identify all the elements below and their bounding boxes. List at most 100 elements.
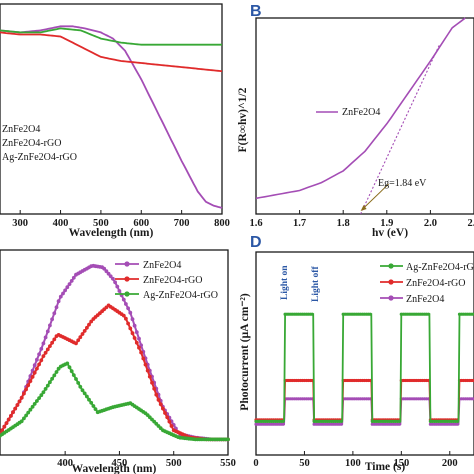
series-marker-Ag-ZnFe2O4-rGO bbox=[30, 404, 35, 409]
series-marker-Ag-ZnFe2O4-rGO bbox=[455, 419, 460, 423]
series-marker-ZnFe2O4-rGO bbox=[124, 316, 128, 321]
xtick-label: 600 bbox=[133, 218, 149, 229]
series-marker-ZnFe2O4-rGO bbox=[139, 350, 144, 355]
panel-d-xlabel: Time (s) bbox=[365, 461, 406, 473]
series-marker-ZnFe2O4 bbox=[339, 422, 343, 426]
series-marker-ZnFe2O4 bbox=[43, 335, 48, 340]
series-marker-ZnFe2O4-rGO bbox=[158, 402, 163, 407]
panel-d-ylabel: Photocurrent (μA cm⁻²) bbox=[239, 293, 251, 411]
series-marker-ZnFe2O4-rGO bbox=[45, 347, 50, 352]
series-marker-Ag-ZnFe2O4-rGO bbox=[226, 437, 230, 442]
series-marker-ZnFe2O4 bbox=[50, 317, 54, 322]
xtick-label: 400 bbox=[53, 218, 69, 229]
panel-b-frame bbox=[255, 17, 474, 215]
xtick-label: 500 bbox=[166, 458, 182, 469]
series-marker-Ag-ZnFe2O4-rGO bbox=[310, 312, 314, 316]
xtick-label: 400 bbox=[57, 458, 73, 469]
series-marker-ZnFe2O4-rGO bbox=[152, 386, 157, 391]
panel-c-legend: ZnFe2O4 ZnFe2O4-rGO Ag-ZnFe2O4-rGO bbox=[115, 260, 218, 301]
series-marker-ZnFe2O4-rGO bbox=[126, 321, 130, 326]
light-off-label: Light off bbox=[311, 266, 321, 302]
series-line-ZnFe2O4-rGO bbox=[0, 31, 223, 73]
legend-c-marker-2 bbox=[124, 291, 130, 297]
xtick-label: 150 bbox=[393, 458, 409, 469]
series-marker-Ag-ZnFe2O4-rGO bbox=[76, 381, 81, 385]
series-marker-ZnFe2O4-rGO bbox=[28, 379, 33, 383]
series-marker-Ag-ZnFe2O4-rGO bbox=[471, 312, 474, 316]
series-marker-ZnFe2O4 bbox=[65, 285, 70, 290]
series-marker-ZnFe2O4 bbox=[58, 294, 63, 299]
legend-a-item-0: ZnFe2O4 bbox=[2, 124, 40, 135]
series-marker-ZnFe2O4 bbox=[111, 276, 115, 281]
series-marker-ZnFe2O4 bbox=[121, 297, 126, 302]
panel-b-xlabel: hv (eV) bbox=[372, 227, 408, 239]
eg-arrow bbox=[362, 183, 389, 210]
series-marker-ZnFe2O4-rGO bbox=[156, 398, 161, 402]
series-marker-Ag-ZnFe2O4-rGO bbox=[52, 373, 57, 378]
series-marker-ZnFe2O4-rGO bbox=[76, 338, 81, 343]
series-marker-ZnFe2O4-rGO bbox=[163, 411, 167, 415]
series-marker-ZnFe2O4 bbox=[130, 317, 135, 322]
xtick-label: 2.1 bbox=[467, 218, 474, 229]
series-marker-Ag-ZnFe2O4-rGO bbox=[78, 384, 83, 389]
series-marker-ZnFe2O4-rGO bbox=[150, 380, 154, 385]
series-marker-Ag-ZnFe2O4-rGO bbox=[339, 419, 343, 423]
xtick-label: 800 bbox=[214, 218, 230, 229]
legend-d-marker-0 bbox=[388, 263, 394, 269]
series-marker-ZnFe2O4-rGO bbox=[43, 350, 48, 355]
panel-d-legend: Ag-ZnFe2O4-rGO ZnFe2O4-rGO ZnFe2O4 bbox=[380, 262, 474, 305]
series-marker-ZnFe2O4-rGO bbox=[50, 340, 54, 345]
series-marker-ZnFe2O4-rGO bbox=[48, 344, 52, 348]
xtick-label: 550 bbox=[220, 458, 236, 469]
xtick-label: 100 bbox=[345, 458, 361, 469]
series-marker-ZnFe2O4-rGO bbox=[37, 362, 41, 367]
series-marker-ZnFe2O4-rGO bbox=[9, 414, 13, 418]
series-marker-ZnFe2O4-rGO bbox=[89, 319, 94, 324]
series-marker-Ag-ZnFe2O4-rGO bbox=[74, 377, 78, 381]
series-marker-ZnFe2O4 bbox=[67, 282, 72, 286]
series-marker-ZnFe2O4-rGO bbox=[24, 387, 28, 392]
series-line-ZnFe2O4 bbox=[0, 25, 223, 209]
series-marker-Ag-ZnFe2O4-rGO bbox=[80, 388, 85, 393]
legend-d-item-2: ZnFe2O4 bbox=[406, 294, 444, 305]
series-marker-ZnFe2O4 bbox=[63, 288, 67, 293]
series-marker-Ag-ZnFe2O4-rGO bbox=[43, 387, 48, 391]
xtick-label: 0 bbox=[253, 458, 258, 469]
series-marker-ZnFe2O4-rGO bbox=[78, 335, 83, 340]
eg-arrow-head bbox=[360, 205, 367, 211]
series-marker-Ag-ZnFe2O4-rGO bbox=[82, 391, 87, 396]
series-marker-Ag-ZnFe2O4-rGO bbox=[28, 407, 33, 412]
panel-a-ticks: 300 400 500 600 700 800 bbox=[12, 210, 230, 229]
series-line-Ag-ZnFe2O4-rGO bbox=[256, 313, 474, 423]
panel-a: 300 400 500 600 700 800 Wavelength (nm) ZnFe2… bbox=[0, 3, 230, 239]
series-marker-ZnFe2O4-rGO bbox=[32, 370, 37, 375]
series-marker-ZnFe2O4-rGO bbox=[17, 399, 22, 404]
legend-d-marker-1 bbox=[388, 279, 394, 285]
panel-d-label: D bbox=[250, 234, 262, 251]
series-marker-Ag-ZnFe2O4-rGO bbox=[67, 365, 72, 370]
series-marker-ZnFe2O4 bbox=[61, 291, 65, 296]
series-marker-Ag-ZnFe2O4-rGO bbox=[48, 380, 52, 385]
series-marker-ZnFe2O4-rGO bbox=[161, 406, 165, 411]
series-line-ZnFe2O4 bbox=[255, 17, 466, 200]
series-marker-ZnFe2O4-rGO bbox=[130, 331, 135, 336]
series-marker-ZnFe2O4-rGO bbox=[74, 341, 78, 346]
series-marker-ZnFe2O4 bbox=[32, 363, 37, 368]
series-marker-ZnFe2O4-rGO bbox=[82, 329, 87, 333]
legend-b-item-0: ZnFe2O4 bbox=[342, 107, 380, 118]
series-marker-ZnFe2O4-rGO bbox=[169, 424, 174, 428]
panel-b-ylabel: F(R∞hv)^1/2 bbox=[237, 87, 249, 152]
series-marker-ZnFe2O4 bbox=[106, 271, 111, 276]
series-marker-ZnFe2O4-rGO bbox=[41, 354, 46, 358]
series-marker-ZnFe2O4 bbox=[137, 336, 141, 341]
tangent-line bbox=[360, 45, 440, 215]
series-marker-ZnFe2O4 bbox=[71, 275, 76, 280]
series-marker-ZnFe2O4-rGO bbox=[471, 378, 474, 383]
series-marker-Ag-ZnFe2O4-rGO bbox=[71, 373, 76, 377]
series-marker-Ag-ZnFe2O4-rGO bbox=[368, 312, 372, 316]
series-marker-ZnFe2O4-rGO bbox=[145, 368, 150, 373]
series-marker-Ag-ZnFe2O4-rGO bbox=[50, 376, 54, 381]
series-marker-Ag-ZnFe2O4-rGO bbox=[69, 369, 74, 374]
series-marker-ZnFe2O4-rGO bbox=[167, 419, 172, 424]
